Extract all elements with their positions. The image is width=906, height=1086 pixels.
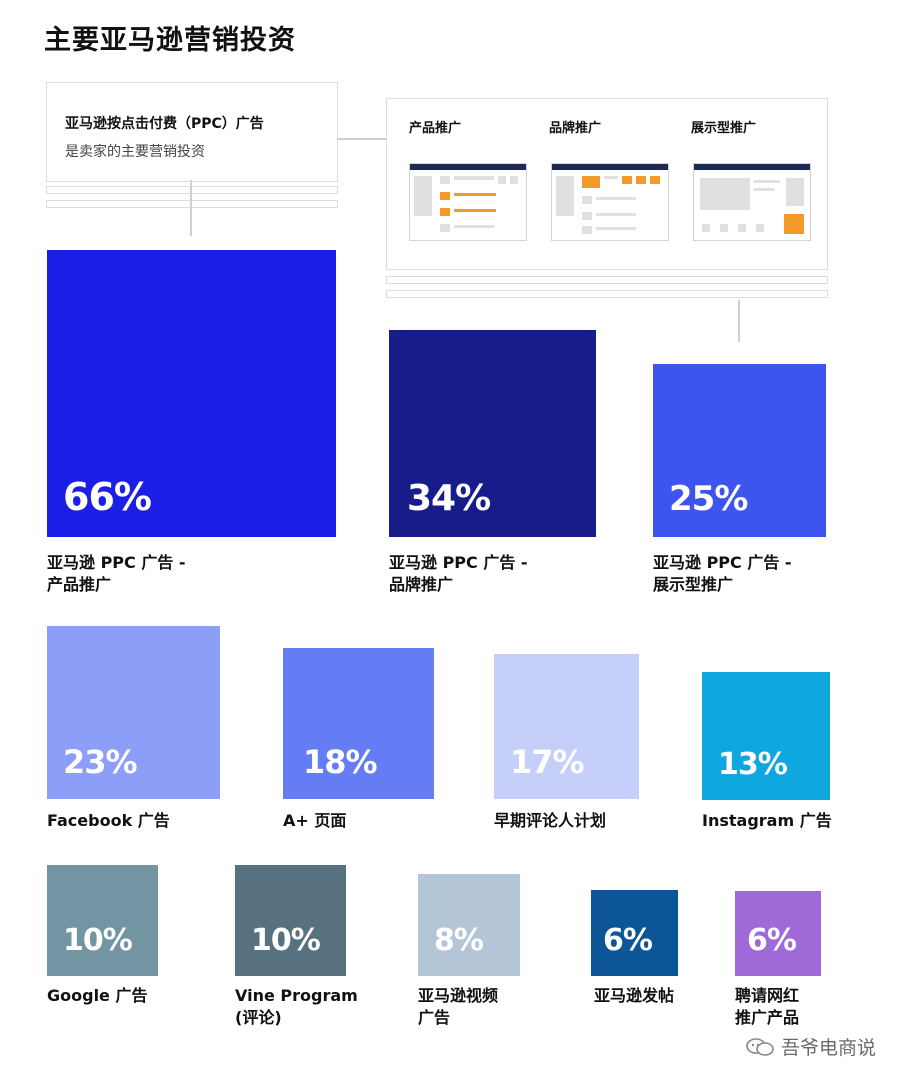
value-label: 17% — [510, 743, 585, 781]
value-label: 6% — [747, 923, 797, 958]
tile-facebook: 23% — [47, 626, 220, 799]
tile-ppc-products: 66% — [47, 250, 336, 537]
ad-box-strip-2 — [386, 290, 828, 298]
value-label: 66% — [63, 475, 152, 519]
category-label: Facebook 广告 — [47, 811, 170, 830]
category-label: A+ 页面 — [283, 811, 347, 830]
tile-influencers: 6% — [735, 891, 821, 976]
tile-a-plus: 18% — [283, 648, 434, 799]
watermark: 吾爷电商说 — [745, 1033, 876, 1060]
ad-type-label: 产品推广 — [409, 121, 462, 136]
connector-line — [190, 180, 192, 236]
tile-instagram: 13% — [702, 672, 830, 800]
tile-amazon-posts: 6% — [591, 890, 678, 976]
value-label: 8% — [434, 923, 484, 958]
tile-early-reviewer: 17% — [494, 654, 639, 799]
value-label: 34% — [407, 478, 491, 519]
category-label: 聘请网红 推广产品 — [735, 986, 800, 1027]
category-label: Google 广告 — [47, 986, 148, 1005]
ppc-info-title: 亚马逊按点击付费（PPC）广告 — [65, 116, 264, 132]
product-ads-thumbnail — [409, 163, 527, 241]
category-label: Vine Program (评论) — [235, 986, 358, 1027]
page-title: 主要亚马逊营销投资 — [44, 25, 296, 56]
ppc-box-strip-2 — [46, 200, 338, 208]
value-label: 10% — [251, 923, 321, 958]
value-label: 6% — [603, 923, 653, 958]
ad-type-label: 品牌推广 — [549, 121, 602, 136]
brand-ads-thumbnail — [551, 163, 669, 241]
tile-amazon-video: 8% — [418, 874, 520, 976]
ad-box-strip-1 — [386, 276, 828, 284]
category-label: 早期评论人计划 — [494, 811, 607, 830]
value-label: 18% — [303, 743, 378, 781]
ad-types-box: 产品推广 品牌推广 展示型推广 — [386, 98, 828, 270]
ppc-info-subtitle: 是卖家的主要营销投资 — [65, 144, 205, 160]
tile-ppc-brands: 34% — [389, 330, 596, 537]
watermark-text: 吾爷电商说 — [780, 1037, 876, 1059]
category-label: 亚马逊 PPC 广告 - 品牌推广 — [389, 553, 528, 594]
tile-google: 10% — [47, 865, 158, 976]
ppc-box-strip-1 — [46, 186, 338, 194]
tile-vine: 10% — [235, 865, 346, 976]
tile-ppc-display: 25% — [653, 364, 826, 537]
value-label: 13% — [718, 747, 788, 782]
connector-line — [738, 300, 740, 342]
value-label: 10% — [63, 923, 133, 958]
connector-line — [337, 138, 387, 140]
ppc-info-box: 亚马逊按点击付费（PPC）广告 是卖家的主要营销投资 — [46, 82, 338, 182]
display-ads-thumbnail — [693, 163, 811, 241]
chat-bubbles-icon — [746, 1037, 774, 1056]
value-label: 25% — [669, 479, 748, 519]
category-label: 亚马逊 PPC 广告 - 产品推广 — [47, 553, 186, 594]
category-label: Instagram 广告 — [702, 811, 832, 830]
category-label: 亚马逊视频 广告 — [418, 986, 499, 1027]
category-label: 亚马逊 PPC 广告 - 展示型推广 — [653, 553, 792, 594]
category-label: 亚马逊发帖 — [594, 986, 675, 1005]
value-label: 23% — [63, 743, 138, 781]
ad-type-label: 展示型推广 — [691, 121, 757, 136]
